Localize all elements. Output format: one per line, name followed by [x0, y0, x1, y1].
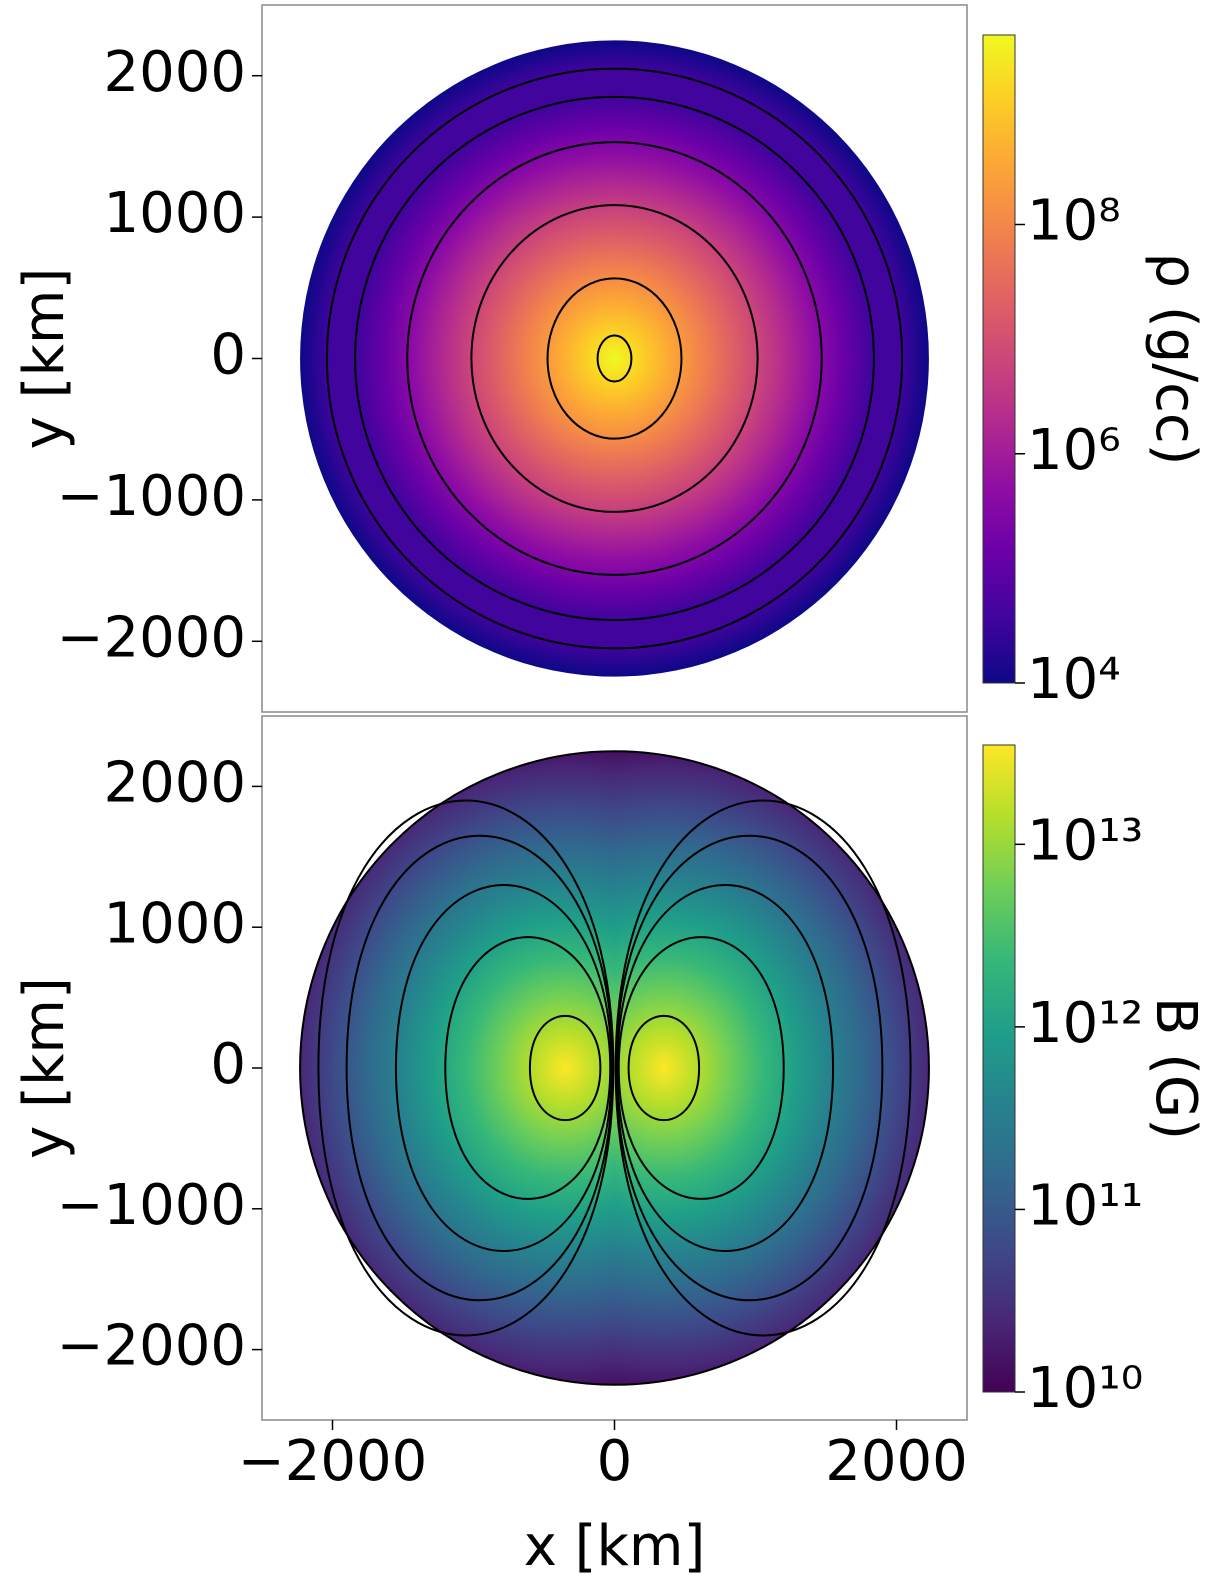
contour	[528, 1015, 602, 1121]
contour	[394, 884, 613, 1252]
contour	[325, 67, 904, 650]
density-disk	[300, 40, 929, 677]
y-tick-label: 1000	[103, 181, 246, 246]
contour	[444, 936, 612, 1200]
x-axis-label: x [km]	[524, 1514, 706, 1579]
x-tick-label: 2000	[825, 1429, 968, 1494]
contour	[616, 884, 835, 1252]
contour	[596, 334, 633, 383]
colorbar-tick-label: 10¹⁰	[1027, 1356, 1143, 1421]
y-tick-label: 2000	[103, 40, 246, 105]
contour	[317, 799, 615, 1337]
colorbar	[982, 744, 1016, 1393]
colorbar-tick-label: 10¹³	[1027, 808, 1143, 873]
colorbar-tick-label: 10⁴	[1027, 647, 1121, 712]
y-tick-label: 1000	[103, 891, 246, 956]
y-tick-label: 0	[210, 323, 246, 388]
contour	[627, 1015, 701, 1121]
x-tick-label: 0	[597, 1429, 633, 1494]
colorbar	[982, 34, 1016, 684]
y-tick-label: −1000	[57, 464, 246, 529]
y-tick-label: −2000	[57, 605, 246, 670]
y-tick-label: 2000	[103, 751, 246, 816]
contour	[354, 95, 875, 622]
disk-edge	[299, 750, 930, 1386]
colorbar-label: B (G)	[1143, 997, 1208, 1140]
y-axis-label: y [km]	[12, 268, 77, 450]
x-tick-label: −2000	[238, 1429, 427, 1494]
contour	[470, 204, 759, 513]
contour	[617, 936, 785, 1200]
colorbar-tick-label: 10⁶	[1027, 418, 1121, 483]
colorbar-tick-label: 10⁸	[1027, 189, 1121, 254]
contour	[615, 834, 884, 1302]
contour	[345, 834, 614, 1302]
y-tick-label: 0	[210, 1032, 246, 1097]
y-tick-label: −2000	[57, 1314, 246, 1379]
contour	[614, 799, 912, 1337]
contour	[546, 277, 683, 440]
y-axis-label: y [km]	[12, 977, 77, 1159]
colorbar-tick-label: 10¹²	[1027, 991, 1143, 1056]
colorbar-label: ρ (g/cc)	[1143, 252, 1208, 465]
contour	[406, 141, 823, 576]
colorbar-tick-label: 10¹¹	[1027, 1174, 1143, 1239]
y-tick-label: −1000	[57, 1173, 246, 1238]
